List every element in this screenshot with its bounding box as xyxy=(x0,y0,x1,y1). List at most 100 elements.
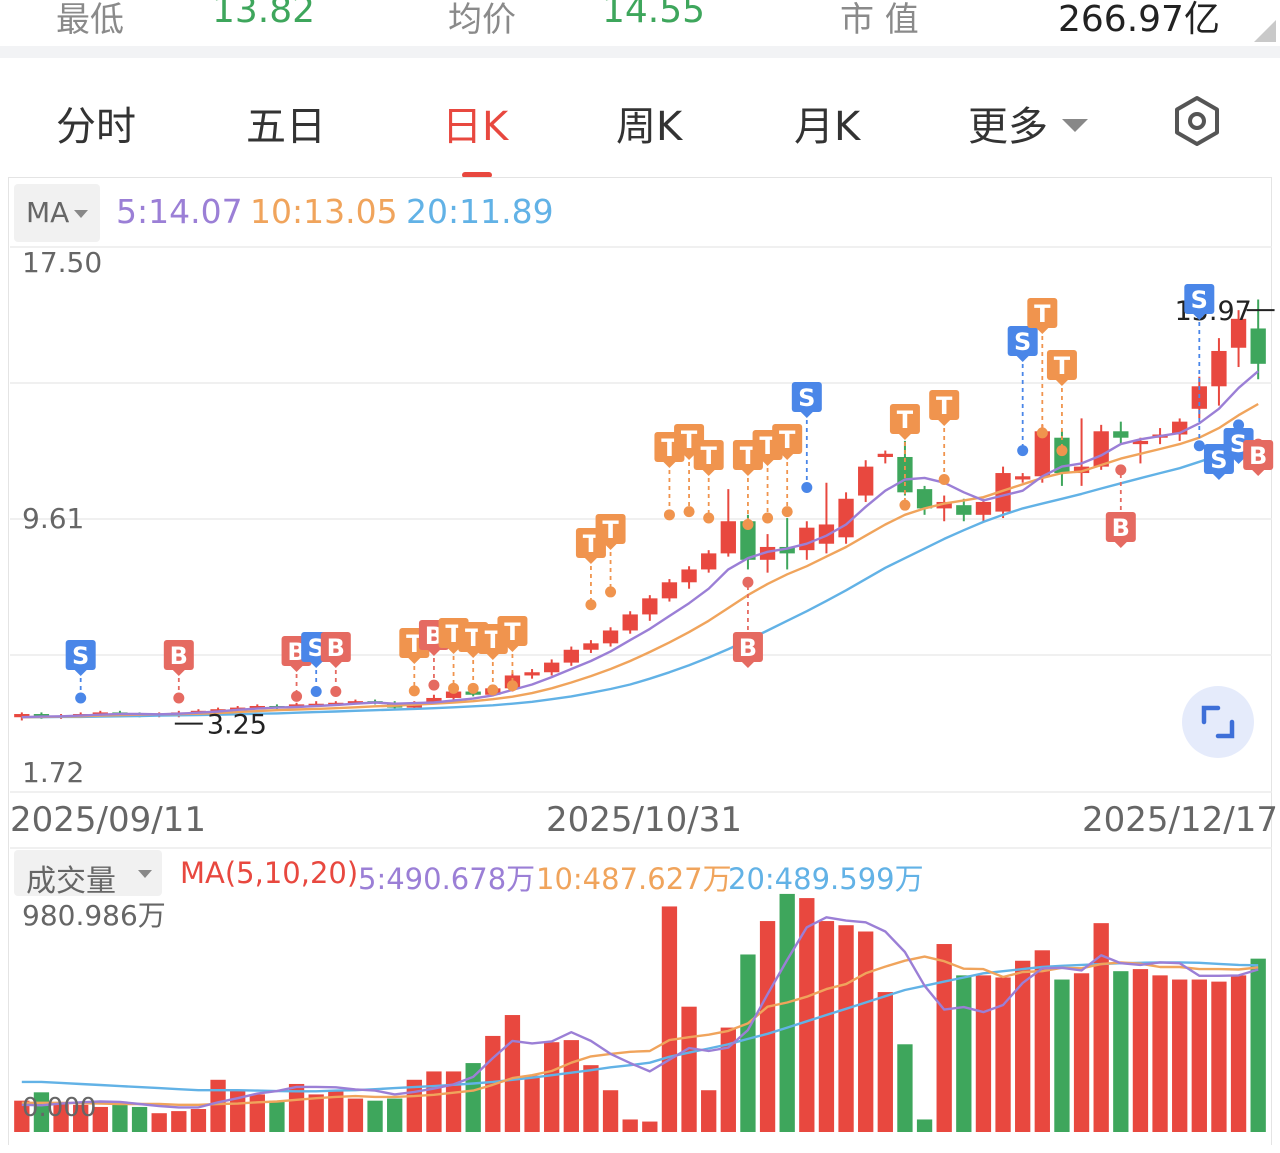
volume-bar xyxy=(544,1042,560,1132)
candle-body xyxy=(288,704,305,707)
t-marker-letter: T xyxy=(701,442,718,470)
candle-body xyxy=(799,527,815,551)
candle-body xyxy=(661,582,678,599)
buy-marker-letter: B xyxy=(170,642,188,670)
volume-bar xyxy=(92,1106,108,1132)
t-marker-dot xyxy=(663,509,675,521)
top-stats-bar: 最低 13.82 均价 14.55 市 值 266.97亿 xyxy=(0,0,1280,46)
buy-marker-badge xyxy=(320,632,351,662)
buy-marker-dot xyxy=(291,690,303,702)
volume-bar xyxy=(465,1063,481,1132)
low-value: 13.82 xyxy=(212,0,316,31)
volume-bar xyxy=(1132,969,1149,1132)
volume-bar xyxy=(190,1109,207,1132)
volume-bar xyxy=(642,1121,658,1132)
volume-bar xyxy=(308,1094,324,1132)
buy-marker-badge xyxy=(163,640,194,670)
t-marker-pointer xyxy=(447,648,460,654)
sell-marker-badge xyxy=(65,640,96,670)
t-marker-pointer xyxy=(604,544,617,550)
ma20-line xyxy=(21,440,1259,719)
price-axis-top: 17.50 xyxy=(22,246,103,279)
volume-bar xyxy=(1172,979,1188,1132)
candle-body xyxy=(740,521,756,560)
tab-intraday[interactable]: 分时 xyxy=(56,104,136,150)
volume-bar xyxy=(1015,960,1031,1132)
volume-bar xyxy=(779,893,795,1132)
candle-body xyxy=(544,662,560,673)
volume-bar xyxy=(347,1098,364,1132)
candle-body xyxy=(524,672,540,676)
volume-bar xyxy=(171,1111,187,1132)
t-marker-letter: T xyxy=(740,442,757,470)
volume-indicator-selector[interactable]: 成交量 xyxy=(14,850,162,899)
ma5-line xyxy=(21,370,1259,719)
ma-indicator-selector[interactable]: MA xyxy=(14,184,100,242)
sell-marker-letter: S xyxy=(1014,328,1031,356)
volume-bar xyxy=(1054,979,1070,1132)
volume-bar xyxy=(1191,979,1207,1132)
candle-body xyxy=(936,501,952,509)
t-marker-pointer xyxy=(467,652,480,658)
volume-bar xyxy=(53,1102,69,1132)
t-marker-badge xyxy=(693,440,724,470)
volume-bar xyxy=(131,1106,148,1132)
volume-bar xyxy=(524,1075,540,1132)
buy-marker-letter: B xyxy=(287,638,305,666)
chevron-down-icon xyxy=(1062,118,1088,132)
candle-body xyxy=(681,569,697,583)
t-marker-dot xyxy=(1056,445,1068,457)
volume-bar xyxy=(504,1015,521,1132)
candle-body xyxy=(1250,328,1266,364)
volume-bar xyxy=(73,1104,89,1132)
t-marker-dot xyxy=(585,599,597,611)
tab-five-day[interactable]: 五日 xyxy=(246,104,326,150)
t-marker-pointer xyxy=(702,470,715,476)
volume-bar xyxy=(838,925,854,1132)
volume-bar xyxy=(14,1100,30,1132)
volume-bar xyxy=(681,1006,697,1132)
settings-hexagon-icon xyxy=(1175,96,1219,146)
candle-body xyxy=(975,501,992,515)
settings-button[interactable] xyxy=(1170,94,1224,148)
candle-body xyxy=(642,598,658,615)
low-price-label: 3.25 xyxy=(207,710,267,741)
tab-more[interactable]: 更多 xyxy=(968,94,1088,152)
tab-daily-k[interactable]: 日K xyxy=(442,104,509,150)
sell-marker-letter: S xyxy=(798,384,815,412)
candle-body xyxy=(328,702,344,705)
volume-ma10-line xyxy=(21,955,1259,1107)
volume-bar xyxy=(426,1071,442,1132)
t-marker-badge xyxy=(889,404,920,434)
volume-bar xyxy=(701,1090,717,1132)
volume-bar xyxy=(858,931,874,1132)
market-cap-value: 266.97亿 xyxy=(1058,0,1220,40)
caret-down-icon xyxy=(138,870,152,878)
t-marker-letter: T xyxy=(465,624,482,652)
candle-body xyxy=(347,701,364,704)
sell-marker-dot xyxy=(801,482,813,494)
t-marker-pointer xyxy=(506,646,519,652)
volume-bar xyxy=(1250,958,1266,1132)
tab-monthly-k[interactable]: 月K xyxy=(794,104,861,150)
volume-bar xyxy=(583,1065,599,1132)
date-mid: 2025/10/31 xyxy=(546,800,742,840)
volume-bar xyxy=(936,944,952,1132)
buy-marker-pointer xyxy=(427,650,440,656)
volume-bar xyxy=(269,1100,285,1132)
volume-bar xyxy=(151,1113,167,1132)
sell-marker-letter: S xyxy=(1210,446,1227,474)
avg-price-value: 14.55 xyxy=(602,0,706,31)
t-marker-letter: T xyxy=(504,618,521,646)
t-marker-badge xyxy=(497,616,528,646)
buy-marker-dot xyxy=(330,686,342,698)
t-marker-pointer xyxy=(938,420,951,426)
t-marker-dot xyxy=(781,506,793,518)
t-marker-pointer xyxy=(741,470,754,476)
scroll-corner-icon xyxy=(1254,20,1276,42)
sell-marker-letter: S xyxy=(72,642,89,670)
tab-weekly-k[interactable]: 周K xyxy=(616,104,683,150)
fullscreen-button[interactable] xyxy=(1182,686,1254,758)
buy-marker-letter: B xyxy=(327,634,345,662)
